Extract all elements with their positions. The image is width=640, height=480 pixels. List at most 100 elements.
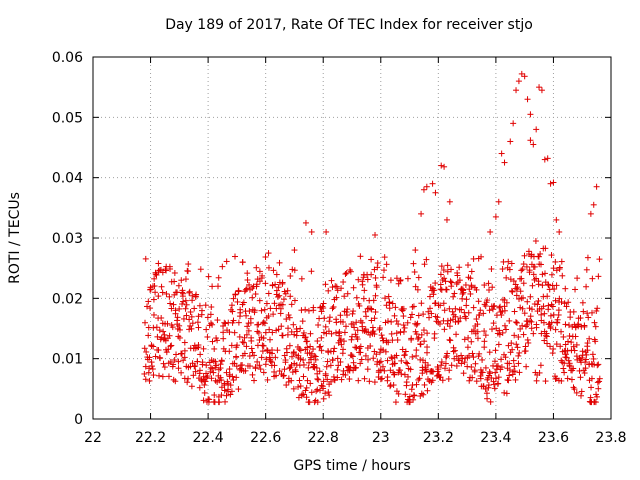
data-point [195, 313, 202, 320]
data-point [593, 183, 600, 190]
data-point [503, 299, 510, 306]
data-point [395, 321, 402, 328]
data-point [499, 266, 506, 273]
data-point [230, 377, 237, 384]
data-point [248, 334, 255, 341]
data-point [524, 321, 531, 328]
data-point [168, 305, 175, 312]
data-point [274, 347, 281, 354]
data-point [351, 324, 358, 331]
data-point [400, 313, 407, 320]
data-point [539, 282, 546, 289]
data-point [273, 271, 280, 278]
data-point [318, 334, 325, 341]
data-point [565, 338, 572, 345]
data-point [353, 344, 360, 351]
data-point [486, 286, 493, 293]
data-point [142, 319, 149, 326]
data-point [204, 333, 211, 340]
data-point [480, 310, 487, 317]
data-point [481, 344, 488, 351]
data-point [429, 377, 436, 384]
data-point [516, 369, 523, 376]
data-point [179, 350, 186, 357]
data-point [185, 375, 192, 382]
data-point [355, 377, 362, 384]
data-point [496, 327, 503, 334]
data-point [467, 290, 474, 297]
data-point [337, 312, 344, 319]
data-point [381, 254, 388, 261]
x-tick-label: 23 [372, 430, 390, 446]
data-point [189, 297, 196, 304]
data-point [560, 333, 567, 340]
data-point [288, 301, 295, 308]
data-point [487, 398, 494, 405]
data-point [211, 345, 218, 352]
data-point [160, 328, 167, 335]
data-point [541, 156, 548, 163]
data-point [180, 315, 187, 322]
data-point [247, 319, 254, 326]
data-point [152, 353, 159, 360]
axis-ticks: 22 22.2 22.4 22.6 22.8 23 23.2 23.4 23.6 23.8 0 0.0… [52, 50, 627, 446]
data-point [216, 399, 223, 406]
data-point [234, 342, 241, 349]
data-point [235, 287, 242, 294]
data-point [444, 262, 451, 269]
data-point [164, 320, 171, 327]
data-point [165, 373, 172, 380]
data-point [531, 263, 538, 270]
data-point [266, 326, 273, 333]
data-point [444, 350, 451, 357]
data-point [270, 267, 277, 274]
data-point [464, 344, 471, 351]
data-point [260, 335, 267, 342]
data-point [146, 377, 153, 384]
data-point [321, 315, 328, 322]
data-point [558, 328, 565, 335]
data-point [402, 391, 409, 398]
data-point [517, 288, 524, 295]
data-point [585, 314, 592, 321]
data-point [283, 382, 290, 389]
data-point [286, 342, 293, 349]
data-point [153, 324, 160, 331]
data-point [528, 325, 535, 332]
data-point [260, 369, 267, 376]
data-point [566, 360, 573, 367]
data-point [304, 338, 311, 345]
data-point [503, 274, 510, 281]
data-point [196, 302, 203, 309]
data-point [423, 256, 430, 263]
data-point [498, 364, 505, 371]
x-tick-label: 23.8 [595, 430, 626, 446]
data-point [372, 308, 379, 315]
data-point [203, 362, 210, 369]
data-point [507, 349, 514, 356]
data-point [468, 268, 475, 275]
data-point [578, 392, 585, 399]
data-point [348, 352, 355, 359]
data-point [593, 307, 600, 314]
data-point [267, 358, 274, 365]
data-point [273, 372, 280, 379]
data-point [328, 378, 335, 385]
data-point [572, 286, 579, 293]
data-point [456, 357, 463, 364]
data-point [174, 317, 181, 324]
data-point [568, 339, 575, 346]
data-point [373, 351, 380, 358]
data-point [302, 334, 309, 341]
data-point [573, 389, 580, 396]
data-point [314, 370, 321, 377]
data-point [514, 344, 521, 351]
data-point [479, 369, 486, 376]
data-point [511, 332, 518, 339]
data-point [489, 284, 496, 291]
data-point [512, 376, 519, 383]
data-point [555, 307, 562, 314]
data-point [426, 305, 433, 312]
data-point [364, 366, 371, 373]
data-point [290, 321, 297, 328]
